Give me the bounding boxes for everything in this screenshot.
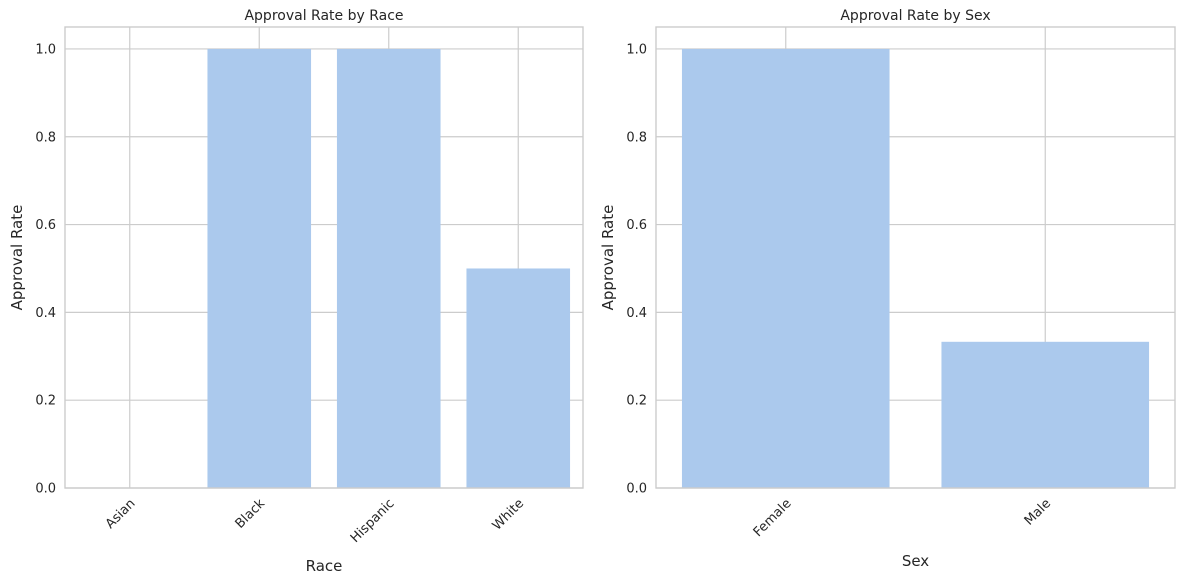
y-tick-label: 1.0 — [35, 42, 56, 57]
y-tick-label: 1.0 — [626, 42, 647, 57]
x-axis-label: Race — [306, 557, 343, 575]
x-tick-label: Female — [751, 496, 795, 540]
chart-title: Approval Rate by Race — [244, 8, 403, 24]
plot-frame — [655, 26, 1176, 489]
y-tick-label: 0.4 — [35, 306, 56, 321]
y-tick-label: 0.2 — [35, 394, 56, 409]
x-tick-label: Black — [233, 496, 269, 532]
y-tick-label: 0.4 — [626, 306, 647, 321]
y-tick-label: 0.0 — [35, 482, 56, 497]
bar-male — [941, 341, 1150, 488]
y-tick-label: 0.8 — [626, 130, 647, 145]
bar-hispanic — [336, 48, 441, 488]
x-axis-label: Sex — [902, 552, 929, 570]
sex-approval-chart: Approval Rate by Sex 0.0 0.2 0.4 0.6 0.8 1.0 Fe… — [599, 8, 1176, 570]
x-tick-label: Hispanic — [348, 496, 398, 546]
y-tick-label: 0.6 — [35, 218, 56, 233]
bar-black — [207, 48, 312, 488]
y-axis-label: Approval Rate — [599, 205, 617, 311]
y-axis-label: Approval Rate — [8, 205, 26, 311]
y-tick-label: 0.6 — [626, 218, 647, 233]
x-tick-label: Asian — [103, 496, 139, 532]
bar-female — [681, 48, 890, 488]
x-tick-label: White — [490, 496, 527, 533]
x-tick-label: Male — [1022, 496, 1054, 528]
y-tick-label: 0.2 — [626, 394, 647, 409]
chart-title: Approval Rate by Sex — [840, 8, 990, 24]
race-approval-chart: Approval Rate by Race 0.0 0.2 0.4 0.6 0.8 1.0 A… — [8, 8, 584, 575]
y-tick-label: 0.0 — [626, 482, 647, 497]
plot-frame — [64, 26, 584, 489]
y-tick-label: 0.8 — [35, 130, 56, 145]
bar-white — [466, 268, 571, 488]
